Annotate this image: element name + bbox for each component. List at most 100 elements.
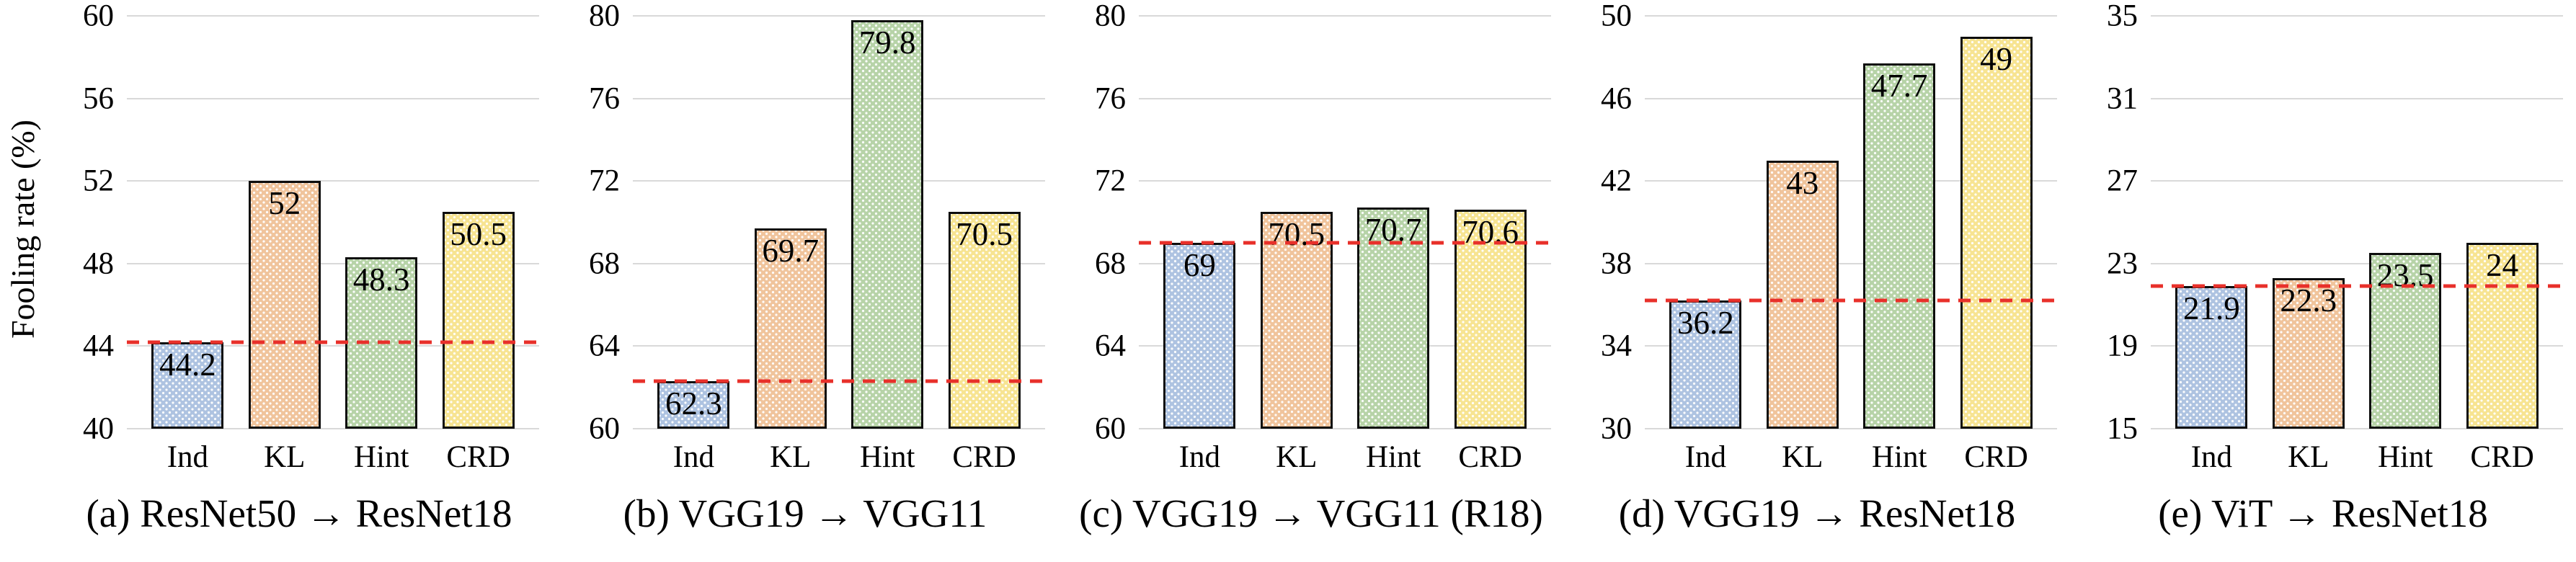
bar-value-label: 49: [1980, 40, 2013, 77]
x-tick-label-ind: Ind: [1178, 440, 1221, 474]
x-tick-label-kl: KL: [1782, 440, 1824, 474]
chart-area: 15 19 23 27 31 35 21.9 22.3 23.5 24: [2070, 1, 2576, 445]
bar-ind: 21.9: [2175, 286, 2248, 429]
bar-hint: 47.7: [1863, 63, 1936, 429]
x-tick-label-hint: Hint: [2377, 440, 2433, 474]
bar-crd: 70.5: [948, 212, 1021, 429]
bar-kl: 43: [1766, 160, 1839, 429]
x-tick-label-hint: Hint: [353, 440, 409, 474]
gridline: [633, 180, 1045, 182]
bar-ind: 69: [1163, 243, 1236, 429]
gridline: [127, 428, 539, 429]
chart-area: 40 44 48 52 56 60 44.2 52 48.3 50.5: [46, 1, 552, 445]
y-axis-ticks: 40 44 48 52 56 60: [46, 1, 127, 445]
bar-crd: 50.5: [442, 212, 515, 429]
y-tick-label: 19: [2107, 329, 2138, 363]
baseline-dashed-line: [127, 340, 539, 344]
panel-caption-a: (a) ResNet50 → ResNet18: [86, 491, 512, 535]
bar-ind: 36.2: [1669, 300, 1742, 429]
gridline: [127, 345, 539, 347]
y-tick-label: 60: [589, 411, 620, 446]
y-tick-label: 27: [2107, 164, 2138, 198]
baseline-dashed-line: [1139, 241, 1551, 245]
x-tick-label-kl: KL: [770, 440, 812, 474]
bars-group: 69 70.5 70.7 70.6: [1139, 16, 1551, 429]
gridline: [127, 180, 539, 182]
y-axis-label: Fooling rate (%): [4, 120, 41, 339]
y-tick-label: 42: [1601, 164, 1632, 198]
bar-value-label: 47.7: [1870, 67, 1928, 104]
x-tick-label-kl: KL: [1276, 440, 1318, 474]
bar-value-label: 79.8: [858, 24, 916, 61]
gridline: [2151, 15, 2563, 17]
gridline: [2151, 262, 2563, 264]
x-tick-label-crd: CRD: [1458, 440, 1522, 474]
x-tick-label-crd: CRD: [952, 440, 1016, 474]
y-tick-label: 44: [83, 329, 114, 363]
gridline: [633, 97, 1045, 99]
bars-group: 62.3 69.7 79.8 70.5: [633, 16, 1045, 429]
gridline: [633, 345, 1045, 347]
x-axis-labels: Ind KL Hint CRD: [1139, 440, 1551, 478]
y-tick-label: 80: [589, 0, 620, 33]
bar-value-label: 48.3: [352, 262, 410, 298]
gridline: [1645, 262, 2057, 264]
bar-value-label: 69: [1183, 247, 1216, 284]
x-tick-label-ind: Ind: [1684, 440, 1727, 474]
panel-caption-e: (e) ViT → ResNet18: [2158, 491, 2488, 535]
panel-caption-d: (d) VGG19 → ResNet18: [1618, 491, 2016, 535]
y-axis-ticks: 60 64 68 72 76 80: [552, 1, 633, 445]
y-tick-label: 64: [589, 329, 620, 363]
chart-panel-c: 60 64 68 72 76 80 69 70.5 70.7 70.6 Ind KL Hint CRD (c…: [1058, 0, 1564, 562]
y-tick-label: 72: [589, 164, 620, 198]
gridline: [127, 262, 539, 264]
bar-crd: 49: [1960, 36, 2033, 429]
bar-crd: 70.6: [1454, 210, 1527, 429]
y-tick-label: 56: [83, 81, 114, 116]
bar-value-label: 70.5: [1268, 216, 1325, 253]
y-tick-label: 46: [1601, 81, 1632, 116]
bar-value-label: 21.9: [2183, 290, 2240, 327]
bars-group: 36.2 43 47.7 49: [1645, 16, 2057, 429]
plot-area: 44.2 52 48.3 50.5: [127, 15, 539, 429]
x-axis-labels: Ind KL Hint CRD: [2151, 440, 2563, 478]
chart-panel-e: 15 19 23 27 31 35 21.9 22.3 23.5 24 Ind KL Hint CRD (e…: [2070, 0, 2576, 562]
x-tick-label-hint: Hint: [859, 440, 915, 474]
y-tick-label: 68: [589, 246, 620, 281]
x-tick-label-hint: Hint: [1365, 440, 1421, 474]
bars-group: 21.9 22.3 23.5 24: [2151, 16, 2563, 429]
x-tick-label-hint: Hint: [1871, 440, 1927, 474]
bar-kl: 52: [248, 181, 321, 429]
y-tick-label: 23: [2107, 246, 2138, 281]
chart-panel-d: 30 34 38 42 46 50 36.2 43 47.7 49 Ind KL Hint CRD (d) …: [1564, 0, 2070, 562]
bar-value-label: 52: [268, 185, 301, 222]
y-tick-label: 48: [83, 246, 114, 281]
bar-hint: 79.8: [851, 19, 924, 429]
bar-value-label: 22.3: [2280, 282, 2337, 318]
x-tick-label-ind: Ind: [166, 440, 209, 474]
gridline: [1645, 15, 2057, 17]
y-tick-label: 38: [1601, 246, 1632, 281]
y-tick-label: 72: [1095, 164, 1126, 198]
bars-group: 44.2 52 48.3 50.5: [127, 16, 539, 429]
x-tick-label-crd: CRD: [446, 440, 510, 474]
y-tick-label: 80: [1095, 0, 1126, 33]
gridline: [633, 262, 1045, 264]
y-axis-ticks: 30 34 38 42 46 50: [1564, 1, 1645, 445]
bar-ind: 44.2: [151, 342, 224, 429]
baseline-dashed-line: [1645, 298, 2057, 303]
y-tick-label: 64: [1095, 329, 1126, 363]
y-axis-ticks: 60 64 68 72 76 80: [1058, 1, 1139, 445]
gridline: [2151, 345, 2563, 347]
y-tick-label: 15: [2107, 411, 2138, 446]
chart-area: 60 64 68 72 76 80 62.3 69.7 79.8 70.5: [552, 1, 1058, 445]
x-axis-labels: Ind KL Hint CRD: [1645, 440, 2057, 478]
y-tick-label: 76: [1095, 81, 1126, 116]
y-axis-ticks: 15 19 23 27 31 35: [2070, 1, 2151, 445]
x-tick-label-crd: CRD: [2470, 440, 2534, 474]
bar-value-label: 62.3: [665, 385, 722, 422]
bar-ind: 62.3: [657, 381, 730, 429]
bar-kl: 22.3: [2272, 277, 2345, 429]
chart-area: 60 64 68 72 76 80 69 70.5 70.7 70.6: [1058, 1, 1564, 445]
